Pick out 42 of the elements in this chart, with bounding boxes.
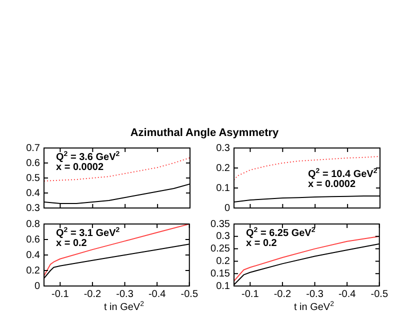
annotation: x = 0.0002 (56, 162, 104, 173)
y-tick-label: 0.4 (26, 188, 40, 199)
y-tick-label: 0.2 (26, 265, 40, 276)
y-tick-label: 0.25 (210, 244, 230, 255)
y-tick-label: 0.5 (26, 172, 40, 184)
y-tick-label: 0.2 (216, 256, 230, 267)
y-tick-label: 0.3 (216, 231, 230, 242)
y-tick-label: 0.3 (216, 142, 230, 154)
x-tick-label: -0.3 (306, 288, 324, 300)
x-tick-label: -0.5 (370, 288, 388, 300)
y-tick-label: 0.4 (26, 250, 40, 261)
y-tick-label: 0.2 (216, 162, 230, 174)
x-tick-label: -0.1 (52, 288, 70, 300)
annotation: x = 0.2 (246, 238, 277, 249)
x-tick-label: -0.4 (338, 288, 356, 300)
x-tick-label: -0.3 (116, 288, 134, 300)
annotation: Q$^{2}$ = 10.4 GeV$^{2}$ (308, 168, 378, 180)
annotation: x = 0.0002 (308, 179, 356, 190)
x-tick-label: -0.4 (148, 288, 166, 300)
y-tick-label: 0.3 (26, 202, 40, 214)
y-tick-label: 0.35 (210, 218, 230, 230)
annotation: x = 0.2 (56, 238, 87, 249)
annotation: Q$^{2}$ = 3.1 GeV$^{2}$ (56, 227, 120, 239)
y-tick-label: 0.8 (26, 218, 40, 230)
y-tick-label: 0.1 (216, 182, 230, 194)
y-tick-label: 0.6 (26, 158, 40, 169)
x-tick-label: -0.1 (242, 288, 260, 300)
y-tick-label: 0 (224, 202, 230, 214)
x-tick-label: -0.2 (274, 288, 292, 300)
chart-title: Azimuthal Angle Asymmetry (129, 127, 280, 139)
line-series (234, 156, 380, 180)
y-tick-label: 0.1 (216, 280, 230, 292)
y-tick-label: 0 (34, 280, 40, 292)
x-tick-label: -0.2 (84, 288, 102, 300)
annotation: Q$^{2}$ = 3.6 GeV$^{2}$ (56, 151, 120, 163)
annotation: Q$^{2}$ = 6.25 GeV$^{2}$ (246, 227, 316, 239)
y-tick-label: 0.7 (26, 142, 40, 154)
x-axis-title: t in GeV$^{2}$ (102, 301, 146, 313)
y-tick-label: 0.15 (210, 268, 230, 280)
x-axis-title: t in GeV$^{2}$ (292, 301, 336, 313)
x-tick-label: -0.5 (180, 288, 198, 300)
y-tick-label: 0.6 (26, 234, 40, 246)
